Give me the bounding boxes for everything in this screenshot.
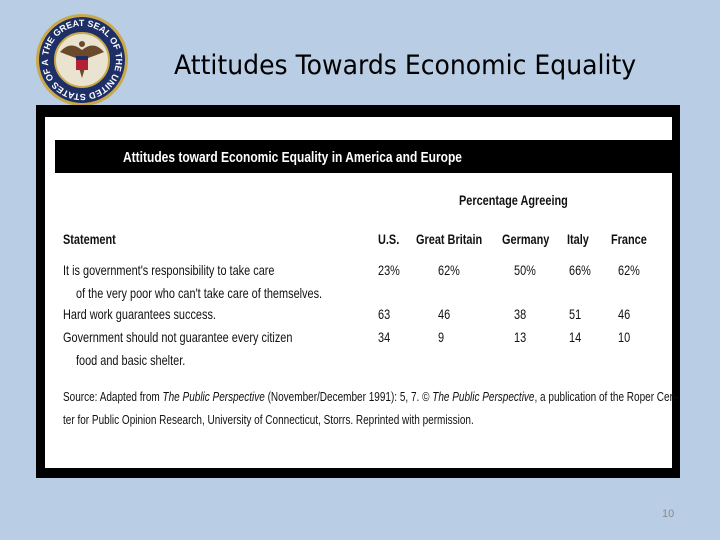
source-segment: The Public Perspective <box>162 390 265 404</box>
column-header: France <box>611 231 647 247</box>
statement-line: It is government's responsibility to tak… <box>63 262 275 278</box>
cell-value: 23% <box>378 262 400 278</box>
statement-line: Hard work guarantees success. <box>63 306 216 322</box>
shield-chief <box>76 56 88 60</box>
source-line: ter for Public Opinion Research, Univers… <box>63 413 474 427</box>
slide-title: Attitudes Towards Economic Equality <box>174 50 637 81</box>
source-segment: , a publication of the Roper Cen- <box>534 390 679 404</box>
source-segment: Source: Adapted from <box>63 390 163 404</box>
statement-line: of the very poor who can't take care of … <box>76 285 323 301</box>
group-header: Percentage Agreeing <box>459 192 568 208</box>
statement-line: food and basic shelter. <box>76 352 186 368</box>
seal: THE GREAT SEAL OF THE UNITED STATES OF A… <box>0 0 128 106</box>
cell-value: 51 <box>569 306 582 322</box>
cell-value: 46 <box>438 306 451 322</box>
column-header: Great Britain <box>416 231 483 247</box>
cell-value: 14 <box>569 329 582 345</box>
column-header: U.S. <box>378 231 400 247</box>
source-segment: ter for Public Opinion Research, Univers… <box>63 413 474 427</box>
page-number: 10 <box>662 508 675 520</box>
cell-value: 38 <box>514 306 527 322</box>
cell-value: 9 <box>438 329 445 345</box>
cell-value: 13 <box>514 329 527 345</box>
column-header: Statement <box>63 231 116 247</box>
cell-value: 62% <box>618 262 640 278</box>
cell-value: 66% <box>569 262 591 278</box>
table-panel <box>45 117 672 468</box>
table-title-bar <box>55 140 672 173</box>
cell-value: 46 <box>618 306 631 322</box>
cell-value: 50% <box>514 262 536 278</box>
column-header: Italy <box>567 231 589 247</box>
cell-value: 10 <box>618 329 631 345</box>
source-line: Source: Adapted from The Public Perspect… <box>63 390 678 404</box>
source-segment: The Public Perspective <box>432 390 535 404</box>
cell-value: 63 <box>378 306 391 322</box>
source-segment: (November/December 1991): 5, 7. © <box>264 390 433 404</box>
eagle-head <box>79 41 85 47</box>
cell-value: 62% <box>438 262 460 278</box>
statement-line: Government should not guarantee every ci… <box>63 329 293 345</box>
column-header: Germany <box>502 231 550 247</box>
cell-value: 34 <box>378 329 391 345</box>
table-title: Attitudes toward Economic Equality in Am… <box>123 149 462 166</box>
